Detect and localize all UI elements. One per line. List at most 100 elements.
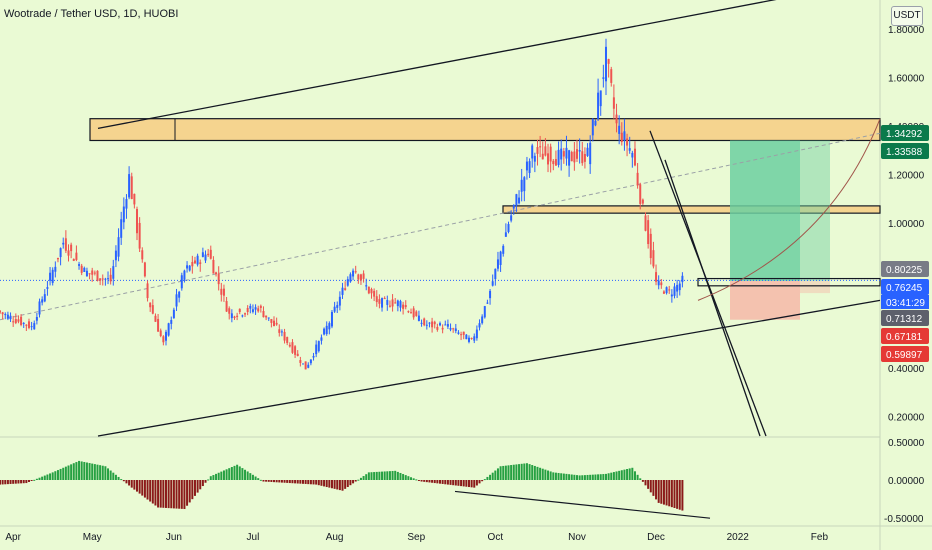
histogram-bar (673, 480, 676, 508)
price-axis-tick: 1.80000 (888, 25, 925, 36)
price-badge (881, 143, 929, 159)
histogram-bar (67, 465, 70, 480)
histogram-bar (175, 480, 178, 509)
candle-body (594, 120, 597, 126)
histogram-bar (204, 480, 207, 483)
candle-body (399, 301, 402, 308)
histogram-bar (462, 480, 465, 487)
histogram-bar (388, 471, 391, 480)
candle-body (473, 336, 476, 341)
histogram-bar (375, 471, 378, 480)
histogram-bar (652, 480, 655, 496)
candle-body (362, 273, 365, 279)
candle-body (523, 177, 526, 192)
histogram-bar (457, 480, 460, 486)
histogram-bar (130, 480, 133, 488)
candle-body (539, 146, 542, 148)
histogram-bar (573, 474, 576, 480)
candle-body (402, 304, 405, 309)
candle-body (241, 315, 244, 317)
candle-body (154, 315, 157, 322)
candle-body (117, 237, 120, 257)
histogram-bar (246, 471, 249, 480)
histogram-bar (172, 480, 175, 509)
histogram-bar (599, 474, 602, 480)
histogram-bar (481, 480, 484, 482)
histogram-bar (1, 480, 4, 485)
candle-body (246, 307, 249, 313)
candle-body (112, 266, 115, 279)
candle-body (280, 331, 283, 333)
position-stop-zone (730, 280, 800, 320)
candle-body (83, 267, 86, 272)
candle-body (615, 114, 618, 124)
histogram-bar (554, 472, 557, 480)
histogram-bar (562, 473, 565, 480)
time-axis-tick: Sep (407, 532, 425, 543)
candle-body (655, 272, 658, 282)
candle-body (612, 97, 615, 109)
candle-body (207, 253, 210, 256)
histogram-bar (518, 464, 521, 480)
histogram-bar (436, 480, 439, 484)
price-axis-tick: 1.60000 (888, 74, 925, 85)
histogram-bar (238, 466, 241, 480)
histogram-bar (428, 480, 431, 483)
histogram-bar (259, 479, 262, 481)
price-badge (881, 328, 929, 344)
histogram-bar (475, 480, 478, 486)
histogram-bar (676, 480, 679, 509)
candle-body (660, 282, 663, 286)
histogram-bar (43, 475, 46, 480)
candle-body (547, 153, 550, 165)
candle-body (647, 220, 650, 245)
currency-unit-button[interactable]: USDT (891, 6, 923, 26)
candle-body (515, 194, 518, 206)
candle-body (673, 286, 676, 296)
histogram-bar (209, 476, 212, 480)
position-target-zone-extension (800, 140, 830, 281)
histogram-bar (320, 480, 323, 486)
histogram-bar (178, 480, 181, 509)
histogram-bar (547, 470, 550, 480)
candle-body (27, 321, 30, 328)
candle-body (373, 290, 376, 297)
candle-body (336, 305, 339, 308)
histogram-bar (254, 476, 257, 480)
histogram-bar (27, 480, 30, 482)
candle-body (138, 222, 141, 249)
histogram-bar (41, 476, 44, 480)
candle-body (599, 90, 602, 107)
histogram-bar (412, 478, 415, 480)
histogram-bar (636, 474, 639, 480)
candle-body (417, 315, 420, 322)
histogram-bar (215, 473, 218, 480)
candle-body (330, 311, 333, 327)
candle-body (164, 331, 167, 341)
candle-body (59, 248, 62, 258)
histogram-bar (539, 467, 542, 480)
histogram-bar (415, 479, 418, 481)
histogram-bar (325, 480, 328, 488)
histogram-bar (99, 465, 102, 480)
candle-body (412, 308, 415, 318)
histogram-bar (157, 480, 160, 508)
histogram-bar (91, 463, 94, 480)
candle-body (338, 296, 341, 306)
candle-body (581, 151, 584, 164)
histogram-bar (370, 472, 373, 480)
candle-body (462, 331, 465, 335)
histogram-bar (439, 480, 441, 484)
histogram-bar (294, 480, 297, 484)
histogram-bar (133, 480, 136, 490)
histogram-bar (9, 480, 12, 484)
histogram-bar (504, 465, 507, 480)
histogram-bar (283, 480, 286, 483)
histogram-bar (618, 470, 621, 480)
candle-body (520, 179, 523, 192)
histogram-bar (120, 479, 123, 481)
candle-body (186, 265, 189, 269)
candle-body (175, 294, 178, 307)
histogram-bar (270, 480, 273, 482)
